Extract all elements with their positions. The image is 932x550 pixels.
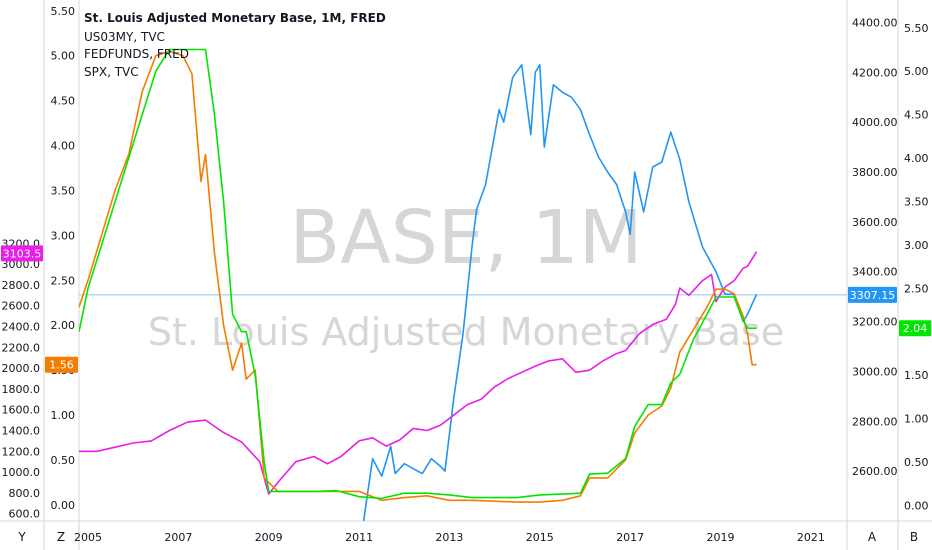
series-layer — [79, 48, 758, 521]
legend-entry-base[interactable]: St. Louis Adjusted Monetary Base, 1M, FR… — [84, 11, 386, 25]
legend: St. Louis Adjusted Monetary Base, 1M, FR… — [84, 11, 386, 79]
a-axis-tick-label: 2800.00 — [852, 415, 898, 428]
a-axis-tick-label: 4200.00 — [852, 66, 898, 79]
y-axis-tick-label: 600.0 — [9, 508, 41, 521]
badge-background — [45, 356, 78, 373]
y-axis-tick-label: 1000.0 — [2, 466, 41, 479]
z-axis-tick-label: 2.50 — [51, 274, 76, 287]
a-axis-tick-label: 2600.00 — [852, 465, 898, 478]
y-axis-tick-label: 1200.0 — [2, 445, 41, 458]
y-axis-tick-label: 1400.0 — [2, 425, 41, 438]
y-axis-value-badge: 3103.5 — [1, 245, 43, 262]
b-axis-tick-label: 1.50 — [904, 369, 929, 382]
b-axis-tick-label: 3.50 — [904, 196, 929, 209]
z-axis-label[interactable]: Z — [57, 530, 65, 544]
z-axis-tick-label: 4.50 — [51, 95, 76, 108]
badges-layer: 3103.5 1.56 3307.15 2.04 — [1, 245, 931, 373]
y-axis-tick-label: 2000.0 — [2, 362, 41, 375]
base-series-line — [79, 251, 758, 495]
b-axis-tick-label: 3.00 — [904, 239, 929, 252]
y-axis-label[interactable]: Y — [17, 530, 26, 544]
badge-text: 3103.5 — [3, 247, 42, 260]
b-axis-tick-label: 2.50 — [904, 282, 929, 295]
z-axis-tick-label: 1.00 — [51, 409, 76, 422]
x-axis-tick-label: 2017 — [616, 531, 644, 544]
a-axis-label[interactable]: A — [868, 530, 877, 544]
a-axis-value-badge: 3307.15 — [848, 286, 897, 303]
b-axis-value-badge: 2.04 — [899, 320, 931, 337]
b-axis-tick-label: 0.50 — [904, 456, 929, 469]
z-axis-tick-label: 5.00 — [51, 50, 76, 63]
z-axis-tick-label: 0.50 — [51, 454, 76, 467]
z-axis-tick-label: 4.00 — [51, 140, 76, 153]
spx-series-line — [79, 48, 757, 500]
badge-text: 3307.15 — [850, 289, 896, 302]
watermark-name: St. Louis Adjusted Monetary Base — [148, 310, 784, 354]
y-axis-tick-label: 2600.0 — [2, 300, 41, 313]
x-axis-tick-label: 2011 — [345, 531, 373, 544]
z-axis-tick-label: 2.00 — [51, 319, 76, 332]
x-axis-tick-label: 2013 — [435, 531, 463, 544]
b-axis-tick-label: 4.00 — [904, 152, 929, 165]
badge-text: 2.04 — [903, 322, 928, 335]
x-axis-tick-label: 2005 — [74, 531, 102, 544]
a-axis-tick-label: 3600.00 — [852, 216, 898, 229]
legend-entry-spx[interactable]: SPX, TVC — [84, 65, 139, 79]
y-axis-tick-label: 2200.0 — [2, 341, 41, 354]
x-axis-tick-label: 2009 — [255, 531, 283, 544]
y-axis-tick-label: 2400.0 — [2, 321, 41, 334]
z-axis-value-badge: 1.56 — [45, 356, 78, 373]
b-axis-tick-label: 5.00 — [904, 65, 929, 78]
z-axis-tick-label: 5.50 — [51, 5, 76, 18]
a-axis-tick-label: 4400.00 — [852, 16, 898, 29]
legend-entry-fedfunds[interactable]: FEDFUNDS, FRED — [84, 47, 189, 61]
a-axis-tick-label: 3400.00 — [852, 266, 898, 279]
b-axis-label[interactable]: B — [910, 530, 918, 544]
b-axis-tick-label: 4.50 — [904, 109, 929, 122]
y-axis-tick-label: 1600.0 — [2, 404, 41, 417]
y-axis-tick-label: 1800.0 — [2, 383, 41, 396]
a-axis-tick-label: 3200.00 — [852, 316, 898, 329]
x-axis-tick-label: 2021 — [797, 531, 825, 544]
z-axis-tick-label: 0.00 — [51, 499, 76, 512]
z-axis-tick-label: 3.00 — [51, 229, 76, 242]
legend-entry-us03my[interactable]: US03MY, TVC — [84, 30, 165, 44]
a-axis-tick-label: 3800.00 — [852, 166, 898, 179]
series-group — [79, 48, 758, 521]
x-axis-tick-label: 2015 — [526, 531, 554, 544]
x-axis-tick-label: 2007 — [164, 531, 192, 544]
z-axis-tick-label: 3.50 — [51, 184, 76, 197]
badge-background — [899, 320, 931, 337]
b-axis-tick-label: 0.00 — [904, 499, 929, 512]
b-axis-tick-label: 5.50 — [904, 22, 929, 35]
y-axis-tick-label: 2800.0 — [2, 279, 41, 292]
x-axis-tick-label: 2019 — [707, 531, 735, 544]
y-axis-tick-label: 800.0 — [9, 487, 41, 500]
us03my-series-line — [362, 64, 758, 521]
a-axis-tick-label: 3000.00 — [852, 365, 898, 378]
b-axis-tick-label: 1.00 — [904, 413, 929, 426]
badge-text: 1.56 — [49, 359, 74, 372]
a-axis-tick-label: 4000.00 — [852, 116, 898, 129]
badge-background — [848, 286, 897, 303]
badge-background — [1, 245, 43, 262]
fedfunds-series-line — [79, 50, 757, 503]
watermark-symbol: BASE, 1M — [289, 195, 642, 281]
